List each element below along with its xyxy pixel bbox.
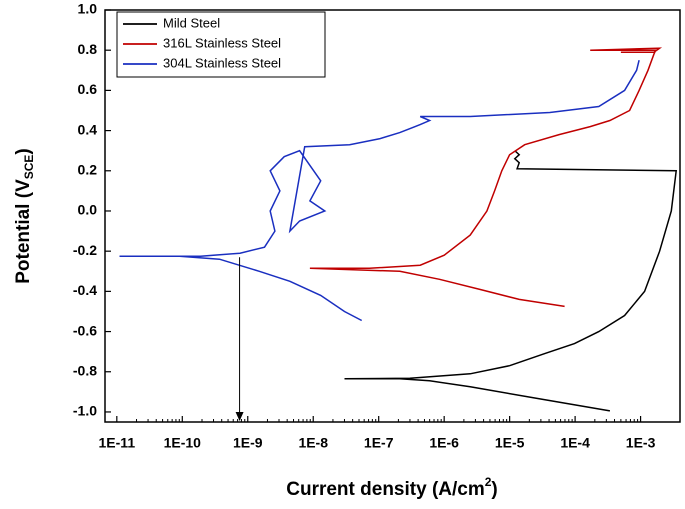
x-tick-label: 1E-9 <box>233 435 263 451</box>
x-axis-label: Current density (A/cm2) <box>286 475 498 500</box>
x-tick-label: 1E-7 <box>364 435 394 451</box>
x-tick-label: 1E-4 <box>560 435 590 451</box>
y-tick-label: 1.0 <box>78 1 98 17</box>
plot-frame <box>104 9 681 423</box>
y-tick-label: 0.2 <box>78 161 98 177</box>
y-tick-label: 0.4 <box>78 121 98 137</box>
x-tick-label: 1E-5 <box>495 435 525 451</box>
x-tick-label: 1E-8 <box>298 435 328 451</box>
legend-label: 304L Stainless Steel <box>163 55 281 70</box>
y-tick-label: -1.0 <box>73 403 97 419</box>
y-tick-label: -0.6 <box>73 322 97 338</box>
legend-label: 316L Stainless Steel <box>163 35 281 50</box>
y-tick-label: 0.0 <box>78 202 98 218</box>
y-tick-label: 0.8 <box>78 41 98 57</box>
y-tick-label: -0.8 <box>73 362 97 378</box>
x-tick-label: 1E-11 <box>99 435 136 451</box>
x-tick-label: 1E-3 <box>626 435 656 451</box>
series-line <box>344 150 678 412</box>
legend-label: Mild Steel <box>163 15 220 30</box>
y-tick-label: -0.2 <box>73 242 97 258</box>
x-tick-label: 1E-6 <box>429 435 459 451</box>
y-tick-label: 0.6 <box>78 81 98 97</box>
series-line <box>119 60 640 322</box>
y-tick-label: -0.4 <box>73 282 97 298</box>
series-line <box>309 47 663 308</box>
x-tick-label: 1E-10 <box>164 435 202 451</box>
arrow-head <box>235 412 244 421</box>
y-axis-label: Potential (VSCE) <box>13 148 36 284</box>
